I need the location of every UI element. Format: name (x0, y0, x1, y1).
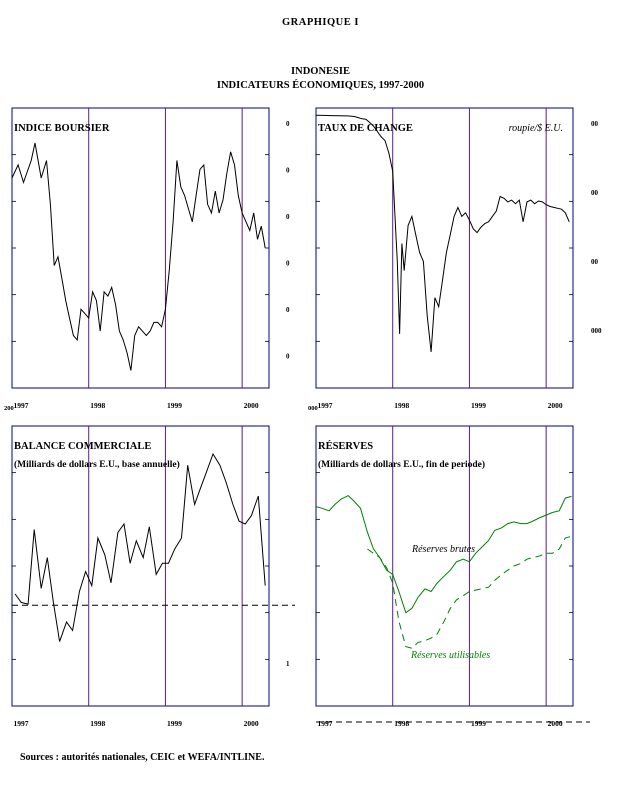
stock-x-tick-label: 1999 (167, 401, 182, 410)
reserves-x-tick-label: 1997 (318, 719, 333, 728)
fx-right-tick-label: 000 (591, 327, 602, 335)
reserves-label-gross: Réserves brutes (411, 544, 475, 555)
stock-x-tick-label: 1997 (14, 401, 29, 410)
reserves-series-1 (315, 494, 572, 614)
reserves-x-tick-label: 1998 (394, 719, 409, 728)
reserves-label-usable: Réserves utilisables (410, 650, 490, 661)
reserves-x-tick-label: 2000 (548, 719, 563, 728)
reserves-subtitle: (Milliards de dollars E.U., fin de perio… (318, 459, 485, 470)
fx-x-tick-label: 1998 (394, 401, 409, 410)
stock-right-tick-label: 0 (286, 260, 290, 268)
stock-x-tick-label: 2000 (244, 401, 259, 410)
trade-subtitle: (Milliards de dollars E.U., base annuell… (14, 459, 180, 470)
stock-right-tick-label: 0 (286, 213, 290, 221)
reserves-title: RÉSERVES (318, 440, 373, 452)
fx-left-corner-label: 000 (308, 405, 318, 412)
stock-left-corner-label: 200 (4, 405, 14, 412)
trade-title: BALANCE COMMERCIALE (14, 441, 151, 452)
trade-x-tick-label: 1998 (90, 719, 105, 728)
stock-right-tick-label: 0 (286, 306, 290, 314)
figure-subtitle: INDICATEURS ÉCONOMIQUES, 1997-2000 (216, 80, 425, 91)
figure-label: GRAPHIQUE I (282, 17, 359, 28)
fx-right-tick-label: 00 (591, 120, 599, 128)
stock-x-tick-label: 1998 (90, 401, 105, 410)
trade-x-tick-label: 2000 (244, 719, 259, 728)
sources-note: Sources : autorités nationales, CEIC et … (20, 752, 265, 763)
fx-x-tick-label: 2000 (548, 401, 563, 410)
fx-right-tick-label: 00 (591, 189, 599, 197)
stock-right-tick-label: 0 (286, 353, 290, 361)
stock-series-1 (11, 142, 266, 371)
fx-frame (315, 107, 574, 389)
fx-title: TAUX DE CHANGE (318, 123, 413, 134)
trade-x-tick-label: 1999 (167, 719, 182, 728)
stock-right-tick-label: 0 (286, 120, 290, 128)
trade-series-1 (14, 452, 266, 642)
fx-series-1 (315, 114, 570, 352)
fx-x-tick-label: 1997 (318, 401, 333, 410)
fx-x-tick-label: 1999 (471, 401, 486, 410)
reserves-x-tick-label: 1999 (471, 719, 486, 728)
trade-right-tick-label: 1 (286, 660, 290, 668)
fx-right-tick-label: 00 (591, 258, 599, 266)
trade-x-tick-label: 1997 (14, 719, 29, 728)
stock-title: INDICE BOURSIER (14, 123, 110, 134)
figure-country: INDONESIE (291, 66, 350, 77)
stock-frame (11, 107, 270, 389)
reserves-series-2 (367, 535, 572, 649)
stock-right-tick-label: 0 (286, 167, 290, 175)
fx-unit-note: roupie/$ E.U. (509, 123, 563, 134)
